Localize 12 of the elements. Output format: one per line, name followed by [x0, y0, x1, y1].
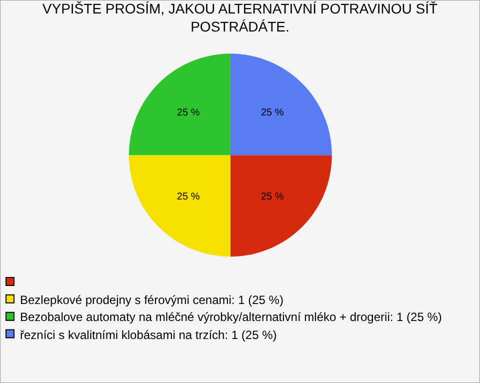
legend-label: Bezobalove automaty na mléčné výrobky/alternativní mléko + drogerii: 1 (25 %)	[20, 310, 442, 324]
pie-slice	[230, 54, 332, 156]
pie-slice	[128, 155, 230, 257]
pie-slice	[128, 54, 230, 156]
data-label: 25 %	[260, 108, 284, 119]
data-label: 25 %	[260, 192, 284, 203]
legend-label: řezníci s kvalitními klobásami na trzích: 1 (25 %)	[20, 328, 277, 342]
chart-title: VYPIŠTE PROSÍM, JAKOU ALTERNATIVNÍ POTRAVINOU SÍŤ POSTRÁDÁTE.	[42, 0, 438, 35]
pie-slice	[230, 155, 332, 257]
data-label: 25 %	[176, 192, 200, 203]
data-label: 25 %	[176, 108, 200, 119]
legend-label: Bezlepkové prodejny s férovými cenami: 1 (25 %)	[20, 293, 284, 307]
